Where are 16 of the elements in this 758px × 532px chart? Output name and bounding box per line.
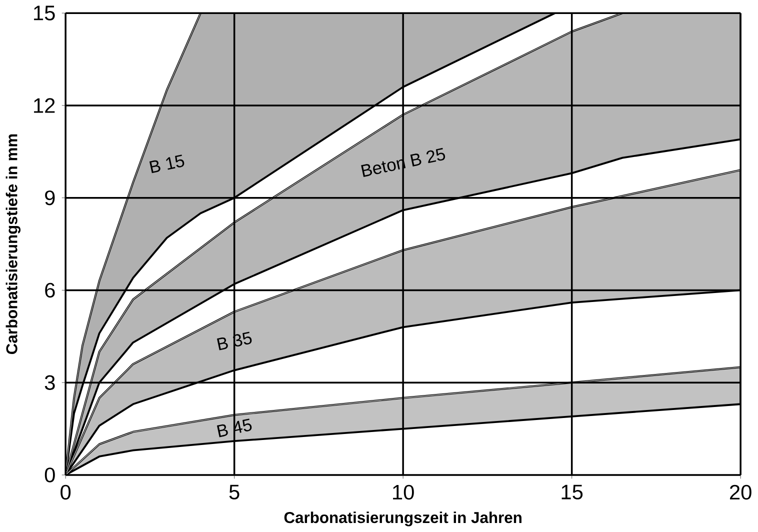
text: B 45 xyxy=(216,418,252,438)
y-tick-label: 3 xyxy=(44,375,55,390)
x-tick-label: 10 xyxy=(393,484,414,500)
text: Beton B 25 xyxy=(361,148,446,177)
x-tick-label: 5 xyxy=(229,484,240,500)
y-tick-label: 15 xyxy=(34,6,55,20)
y-tick-label: 0 xyxy=(44,468,55,482)
x-tick-label: 0 xyxy=(60,484,71,500)
y-tick-label: 9 xyxy=(45,190,55,206)
text: B 15 xyxy=(149,154,184,174)
y-tick-label: 12 xyxy=(34,98,55,113)
x-tick-label: 20 xyxy=(730,484,752,500)
y-tick-label: 6 xyxy=(45,282,55,298)
x-tick-label: 15 xyxy=(562,484,583,500)
y-axis-title: Carbonatisierungstiefe in mm xyxy=(6,134,21,354)
x-axis-title: Carbonatisierungszeit in Jahren xyxy=(284,512,522,526)
